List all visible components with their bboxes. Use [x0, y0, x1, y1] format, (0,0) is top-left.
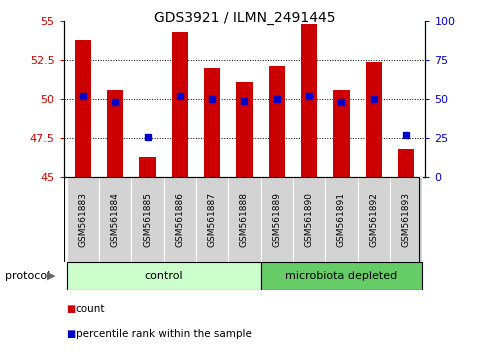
Bar: [333, 90, 349, 177]
Text: ▶: ▶: [47, 271, 56, 281]
Text: count: count: [76, 304, 105, 314]
Bar: [325, 177, 357, 262]
Bar: [67, 177, 99, 262]
Text: GSM561887: GSM561887: [207, 192, 216, 247]
Bar: [196, 177, 228, 262]
Bar: [236, 82, 252, 177]
Text: GSM561884: GSM561884: [111, 192, 120, 247]
Bar: [163, 177, 196, 262]
Text: GSM561886: GSM561886: [175, 192, 184, 247]
Text: ■: ■: [66, 329, 75, 339]
Bar: [268, 67, 285, 177]
Bar: [260, 262, 421, 290]
Text: GSM561888: GSM561888: [240, 192, 248, 247]
Text: GSM561893: GSM561893: [401, 192, 410, 247]
Text: GSM561891: GSM561891: [336, 192, 345, 247]
Bar: [301, 24, 317, 177]
Bar: [389, 177, 421, 262]
Text: GDS3921 / ILMN_2491445: GDS3921 / ILMN_2491445: [153, 11, 335, 25]
Bar: [131, 177, 163, 262]
Text: GSM561892: GSM561892: [368, 192, 377, 247]
Text: control: control: [144, 271, 183, 281]
Text: GSM561890: GSM561890: [304, 192, 313, 247]
Bar: [67, 262, 260, 290]
Bar: [203, 68, 220, 177]
Bar: [99, 177, 131, 262]
Text: GSM561889: GSM561889: [272, 192, 281, 247]
Text: protocol: protocol: [5, 271, 50, 281]
Text: GSM561883: GSM561883: [78, 192, 87, 247]
Bar: [139, 157, 155, 177]
Bar: [260, 177, 292, 262]
Bar: [365, 62, 381, 177]
Bar: [357, 177, 389, 262]
Bar: [397, 149, 413, 177]
Text: microbiota depleted: microbiota depleted: [285, 271, 397, 281]
Bar: [171, 32, 187, 177]
Bar: [292, 177, 325, 262]
Bar: [75, 40, 91, 177]
Bar: [107, 90, 123, 177]
Bar: [228, 177, 260, 262]
Text: percentile rank within the sample: percentile rank within the sample: [76, 329, 251, 339]
Text: ■: ■: [66, 304, 75, 314]
Text: GSM561885: GSM561885: [143, 192, 152, 247]
